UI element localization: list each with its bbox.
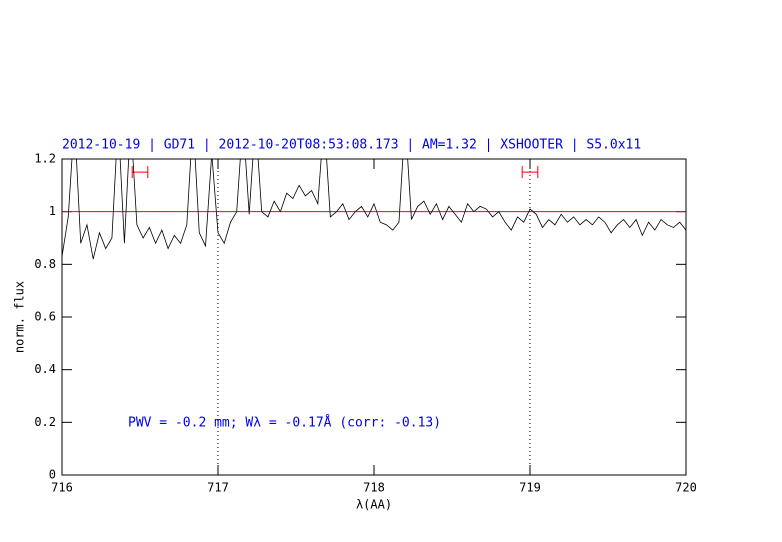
range-marker <box>131 166 149 179</box>
x-tick-label: 719 <box>519 481 541 495</box>
x-tick-label: 716 <box>51 481 73 495</box>
y-tick-label: 1 <box>49 204 56 218</box>
y-tick-label: 1.2 <box>34 152 56 166</box>
y-tick-label: 0.8 <box>34 257 56 271</box>
x-tick-label: 718 <box>363 481 385 495</box>
y-axis-label: norm. flux <box>13 281 27 353</box>
spectrum-line <box>62 159 686 260</box>
x-axis-label: λ(AA) <box>356 498 392 512</box>
y-tick-label: 0.2 <box>34 415 56 429</box>
y-tick-label: 0 <box>49 468 56 482</box>
y-tick-label: 0.6 <box>34 310 56 324</box>
chart-title: 2012-10-19 | GD71 | 2012-10-20T08:53:08.… <box>62 138 641 153</box>
x-tick-label: 720 <box>675 481 697 495</box>
y-tick-label: 0.4 <box>34 362 56 376</box>
range-marker <box>521 166 539 179</box>
annotation: PWV = -0.2 mm; Wλ = -0.17Å (corr: -0.13) <box>128 415 441 431</box>
x-tick-label: 717 <box>207 481 229 495</box>
